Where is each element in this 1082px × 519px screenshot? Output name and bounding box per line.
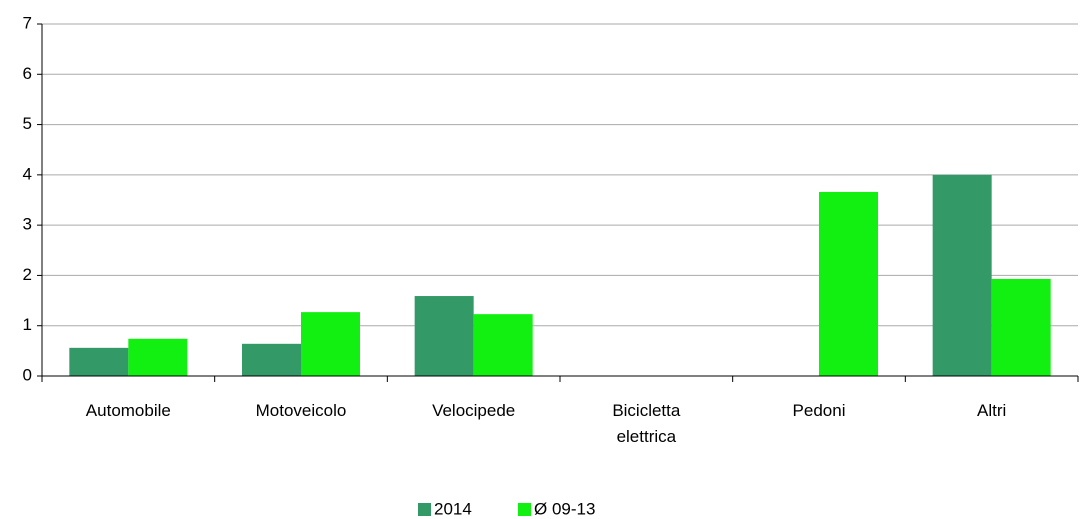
x-tick-label: Velocipede [432, 401, 516, 420]
y-tick-label: 7 [23, 13, 32, 32]
bar [473, 314, 533, 376]
legend-label: 2014 [434, 499, 472, 518]
y-tick-label: 5 [23, 114, 32, 133]
bar [69, 347, 129, 376]
y-tick-label: 4 [23, 164, 32, 183]
bar [991, 278, 1051, 376]
legend-swatch [518, 503, 531, 516]
bar [301, 312, 360, 376]
bar [819, 191, 878, 376]
x-tick-label: Bicicletta elettrica [612, 401, 681, 446]
legend-label: Ø 09-13 [534, 499, 595, 518]
x-tick-label: Altri [977, 401, 1007, 420]
x-tick-label: Automobile [85, 401, 171, 420]
y-tick-label: 6 [23, 64, 32, 83]
y-tick-label: 1 [23, 315, 32, 334]
bar [414, 296, 474, 376]
y-tick-label: 3 [23, 215, 32, 234]
x-tick-label: Pedoni [792, 401, 846, 420]
bar [128, 338, 188, 376]
y-tick-label: 0 [23, 365, 32, 384]
x-tick-label: Motoveicolo [255, 401, 347, 420]
bar [932, 174, 992, 376]
y-tick-label: 2 [23, 265, 32, 284]
legend-swatch [418, 503, 431, 516]
bar [242, 343, 301, 376]
